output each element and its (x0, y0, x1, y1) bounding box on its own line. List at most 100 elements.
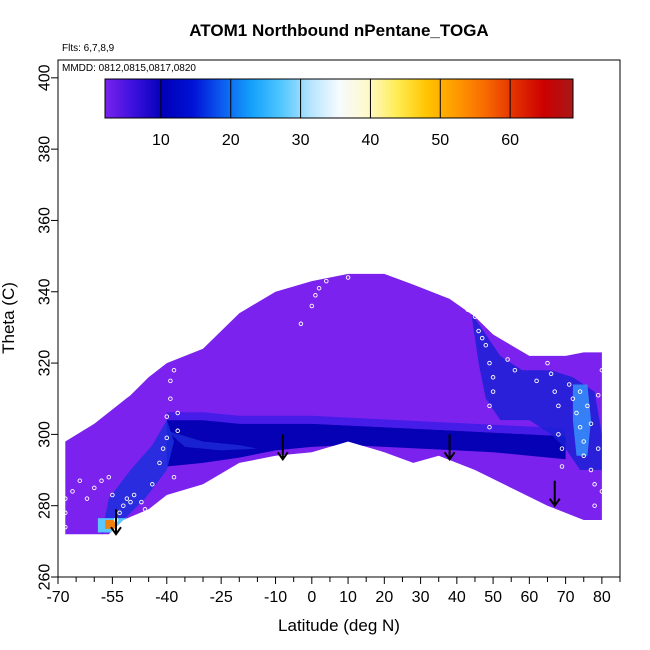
plot-area (63, 268, 605, 536)
sample-point (566, 382, 572, 387)
sample-point (316, 285, 322, 291)
y-tick-label: 260 (37, 564, 54, 591)
sample-point (476, 328, 481, 334)
colorbar-tick-label: 20 (222, 132, 240, 149)
sample-point (84, 496, 90, 501)
sample-markers (63, 268, 605, 530)
sample-point (490, 375, 496, 380)
sample-point (465, 307, 470, 312)
band-upper-edge (166, 412, 566, 437)
sample-point (164, 414, 170, 419)
sample-point (63, 524, 68, 530)
sample-point (168, 396, 173, 401)
colorbar-tick-label: 40 (362, 132, 380, 149)
sample-point (338, 268, 344, 273)
sample-point (77, 478, 83, 483)
arrow (443, 434, 456, 462)
sample-point (131, 492, 137, 498)
sample-point (121, 503, 126, 508)
sample-point (324, 278, 329, 284)
arrow-head (548, 498, 561, 508)
sample-point (577, 389, 583, 394)
y-tick-label: 360 (37, 207, 54, 234)
sample-point (585, 403, 590, 409)
x-tick-label: 30 (412, 589, 430, 606)
x-tick-label: 60 (520, 589, 538, 606)
colorbar-tick-label: 10 (152, 132, 170, 149)
sample-point (117, 510, 122, 516)
colorbar-gradient-rect (104, 78, 574, 119)
sample-point (534, 378, 539, 384)
arrow-head (110, 526, 122, 536)
sample-point (581, 439, 586, 444)
sample-point (309, 303, 315, 309)
profile-arrows (110, 434, 561, 536)
y-tick-label: 320 (37, 350, 54, 377)
sample-point (168, 378, 173, 384)
x-tick-label: 0 (307, 589, 316, 606)
sample-point (487, 360, 492, 366)
sample-point (512, 367, 518, 373)
sample-point (592, 503, 597, 508)
x-axis: -70 -55 -40 -25 -10 0 10 20 30 40 50 60 70 80 (46, 577, 621, 606)
sample-point (479, 335, 485, 341)
arrow (110, 509, 122, 536)
x-tick-label: -70 (46, 589, 69, 606)
sample-point (574, 410, 579, 416)
y-tick-label: 400 (37, 64, 54, 91)
sample-point (106, 474, 112, 480)
dark-blue-band (166, 420, 566, 467)
sample-point (559, 446, 565, 451)
flights-label: Flts: 6,7,8,9 (62, 43, 115, 54)
sample-point (298, 321, 304, 327)
sample-point (142, 507, 148, 512)
x-tick-label: 80 (593, 589, 611, 606)
sample-point (570, 396, 576, 401)
sample-point (164, 435, 170, 441)
x-tick-label: 40 (448, 589, 466, 606)
sample-point (599, 489, 605, 494)
sample-point (175, 428, 180, 434)
x-tick-label: 10 (339, 589, 357, 606)
sample-point (588, 421, 594, 426)
y-tick-label: 340 (37, 278, 54, 305)
curtain-detail (97, 313, 602, 535)
sample-point (313, 293, 318, 298)
colorbar-tick-label: 50 (431, 132, 449, 149)
sample-point (171, 367, 177, 373)
plot-frame (57, 59, 621, 578)
x-tick-label: -10 (264, 589, 287, 606)
sample-point (487, 403, 492, 409)
sample-point (128, 499, 133, 505)
sample-point (588, 467, 594, 473)
y-tick-label: 380 (37, 136, 54, 163)
sample-point (171, 474, 177, 480)
chart-title: ATOM1 Northbound nPentane_TOGA (189, 21, 488, 40)
arrow-head (276, 451, 289, 462)
hot-cell (105, 519, 117, 529)
sample-point (472, 314, 478, 319)
sample-point (599, 367, 605, 373)
sample-point (490, 389, 496, 394)
sample-point (157, 460, 162, 466)
sample-point (70, 489, 75, 494)
x-tick-label: 70 (557, 589, 575, 606)
y-tick-label: 280 (37, 492, 54, 519)
sample-point (556, 403, 561, 409)
colorbar-tick-label: 30 (292, 132, 310, 149)
sample-point (63, 510, 68, 516)
arrow (548, 480, 561, 508)
arrow-head (443, 451, 456, 462)
x-tick-label: 50 (484, 589, 502, 606)
curtain-fill (65, 273, 602, 535)
sample-point (99, 478, 104, 483)
northern-light-blue-region (572, 384, 591, 456)
sample-point (150, 482, 155, 487)
x-axis-label: Latitude (deg N) (278, 616, 400, 635)
x-tick-label: 20 (375, 589, 393, 606)
colorbar: 10 20 30 40 50 60 (104, 78, 574, 149)
arrow (276, 434, 289, 462)
sample-point (63, 496, 68, 501)
sample-point (110, 492, 115, 498)
